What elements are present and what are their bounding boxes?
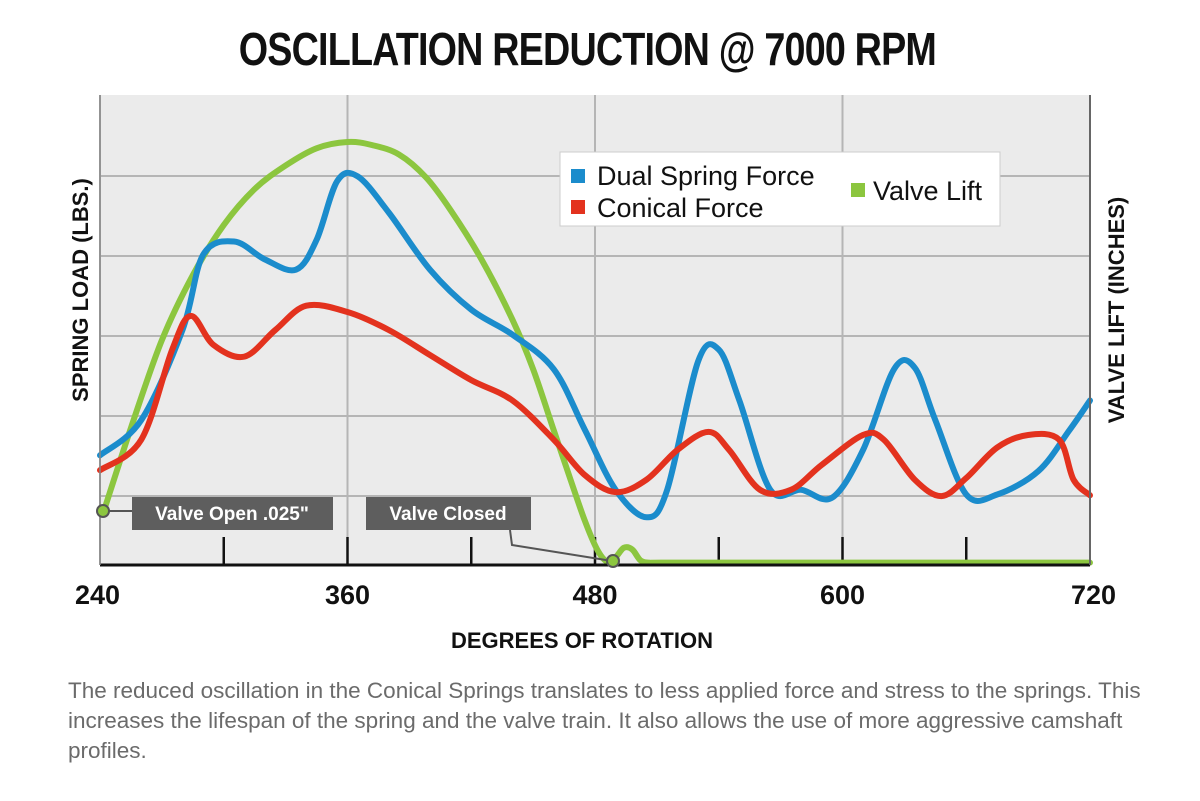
legend: Dual Spring Force Conical Force Valve Li… <box>559 151 1001 227</box>
annotation-valve-open: Valve Open .025" <box>96 497 333 530</box>
annotation-box <box>132 497 333 530</box>
chart-title: OSCILLATION REDUCTION @ 7000 RPM <box>238 23 937 75</box>
x-tick-label: 360 <box>325 580 370 610</box>
caption: The reduced oscillation in the Conical S… <box>68 678 1141 763</box>
legend-label-dual: Dual Spring Force <box>597 161 815 191</box>
series-line-conical-force <box>97 301 1093 500</box>
x-tick-label: 480 <box>572 580 617 610</box>
legend-box <box>559 151 1001 227</box>
y-axis-title: SPRING LOAD (LBS.) <box>68 178 93 402</box>
x-tick-label: 600 <box>820 580 865 610</box>
annotation-box <box>366 497 531 530</box>
valve-open-marker <box>96 504 110 518</box>
x-tick-label: 720 <box>1071 580 1116 610</box>
series-line-valve-lift <box>101 138 1093 566</box>
annotation-leader <box>509 529 613 562</box>
x-tick-labels: 240 360 480 600 720 <box>75 580 1116 610</box>
legend-swatch-dual <box>571 169 585 183</box>
valve-closed-marker <box>606 554 620 568</box>
legend-swatch-valve-lift <box>851 183 865 197</box>
annotation-label: Valve Open .025" <box>155 504 309 525</box>
series-lines <box>97 138 1093 566</box>
legend-label-valve-lift: Valve Lift <box>873 176 983 206</box>
legend-label-conical: Conical Force <box>597 193 764 223</box>
annotation-label: Valve Closed <box>389 504 506 525</box>
series-line-dual-spring-force <box>97 169 1093 521</box>
y-axis-title-right: VALVE LIFT (INCHES) <box>1104 197 1129 424</box>
x-axis-title: DEGREES OF ROTATION <box>451 628 713 653</box>
x-tick-label: 240 <box>75 580 120 610</box>
annotation-valve-closed: Valve Closed <box>366 497 620 568</box>
legend-swatch-conical <box>571 200 585 214</box>
